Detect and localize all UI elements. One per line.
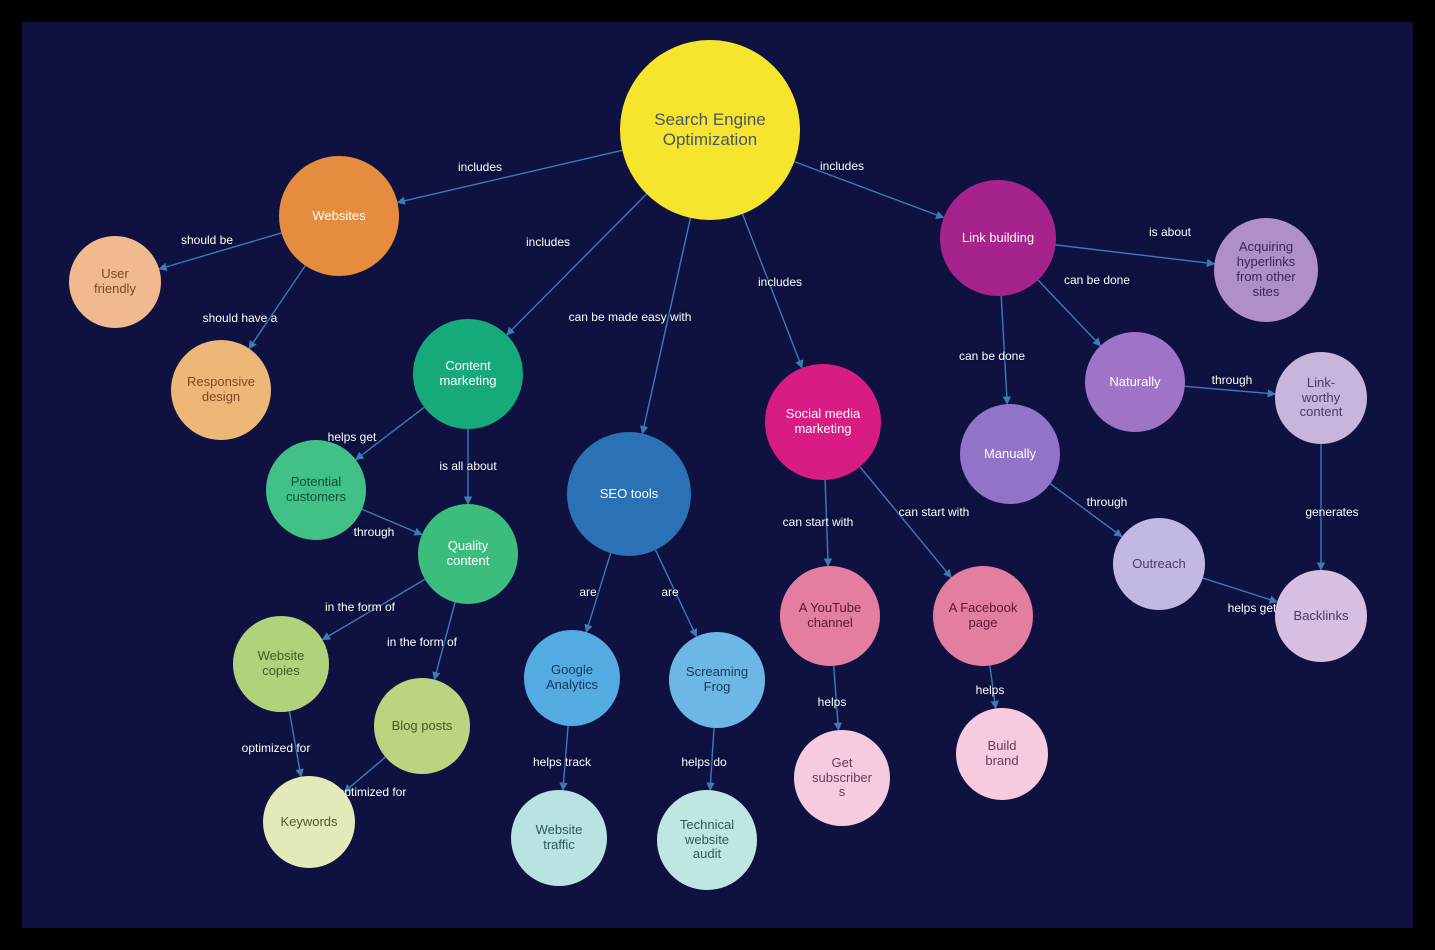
node-label: Website traffic [536,823,583,853]
edge [990,666,996,709]
node-label: SEO tools [600,487,659,502]
edge [1050,484,1122,537]
edge [344,757,385,792]
edge [356,407,425,459]
concept-node-websites[interactable]: Websites [279,156,399,276]
concept-node-ganalytics[interactable]: Google Analytics [524,630,620,726]
concept-node-quality[interactable]: Quality content [418,504,518,604]
edge [563,726,568,790]
node-label: Responsive design [187,375,255,405]
node-label: A YouTube channel [799,601,861,631]
node-label: Keywords [280,815,337,830]
edge [1056,245,1215,264]
edge [1185,386,1275,394]
edge [794,162,943,218]
edge [1203,578,1277,602]
edge [322,579,425,639]
edge [434,602,455,679]
node-label: Technical website audit [680,818,734,863]
edge [1038,280,1101,346]
concept-node-seotools[interactable]: SEO tools [567,432,691,556]
node-label: Get subscriber s [812,756,872,801]
concept-node-linkbuild[interactable]: Link building [940,180,1056,296]
concept-node-traffic[interactable]: Website traffic [511,790,607,886]
edge [834,666,839,730]
node-label: Content marketing [439,359,496,389]
concept-node-youtube[interactable]: A YouTube channel [780,566,880,666]
node-label: Potential customers [286,475,346,505]
edge [586,553,610,632]
node-label: Quality content [447,539,490,569]
node-label: Website copies [258,649,305,679]
concept-node-facebook[interactable]: A Facebook page [933,566,1033,666]
edge [507,194,647,335]
concept-node-naturally[interactable]: Naturally [1085,332,1185,432]
node-label: Google Analytics [546,663,598,693]
concept-node-audit[interactable]: Technical website audit [657,790,757,890]
edge [289,711,301,776]
node-label: Manually [984,447,1036,462]
edge [825,480,828,566]
edge [397,150,622,202]
concept-node-seo[interactable]: Search Engine Optimization [620,40,800,220]
node-label: Build brand [985,739,1018,769]
node-label: Backlinks [1294,609,1349,624]
node-label: Link- worthy content [1300,376,1343,421]
edge [362,509,422,534]
concept-node-subs[interactable]: Get subscriber s [794,730,890,826]
concept-node-content[interactable]: Content marketing [413,319,523,429]
node-label: Search Engine Optimization [654,110,766,149]
node-label: Naturally [1109,375,1160,390]
node-label: Link building [962,231,1034,246]
edge [249,266,305,349]
edge [860,467,951,578]
concept-map-canvas: includesincludescan be made easy withinc… [22,22,1413,928]
concept-node-social[interactable]: Social media marketing [765,364,881,480]
concept-node-userfriendly[interactable]: User friendly [69,236,161,328]
concept-node-screaming[interactable]: Screaming Frog [669,632,765,728]
node-label: Outreach [1132,557,1185,572]
concept-node-responsive[interactable]: Responsive design [171,340,271,440]
concept-node-keywords[interactable]: Keywords [263,776,355,868]
page-frame: includesincludescan be made easy withinc… [0,0,1435,950]
edge [656,550,697,637]
concept-node-backlinks[interactable]: Backlinks [1275,570,1367,662]
node-label: A Facebook page [949,601,1018,631]
edge [742,214,802,368]
node-label: User friendly [94,267,136,297]
concept-node-linkworthy[interactable]: Link- worthy content [1275,352,1367,444]
concept-node-potential[interactable]: Potential customers [266,440,366,540]
node-label: Acquiring hyperlinks from other sites [1236,240,1295,300]
node-label: Social media marketing [786,407,860,437]
node-label: Blog posts [392,719,453,734]
concept-node-brand[interactable]: Build brand [956,708,1048,800]
concept-node-blogposts[interactable]: Blog posts [374,678,470,774]
concept-node-webcopies[interactable]: Website copies [233,616,329,712]
concept-node-manually[interactable]: Manually [960,404,1060,504]
node-label: Screaming Frog [686,665,748,695]
concept-node-outreach[interactable]: Outreach [1113,518,1205,610]
edge [710,728,714,790]
concept-node-hyperlinks[interactable]: Acquiring hyperlinks from other sites [1214,218,1318,322]
edge [159,233,281,269]
edge [1001,296,1007,404]
edge [642,218,690,434]
node-label: Websites [312,209,365,224]
